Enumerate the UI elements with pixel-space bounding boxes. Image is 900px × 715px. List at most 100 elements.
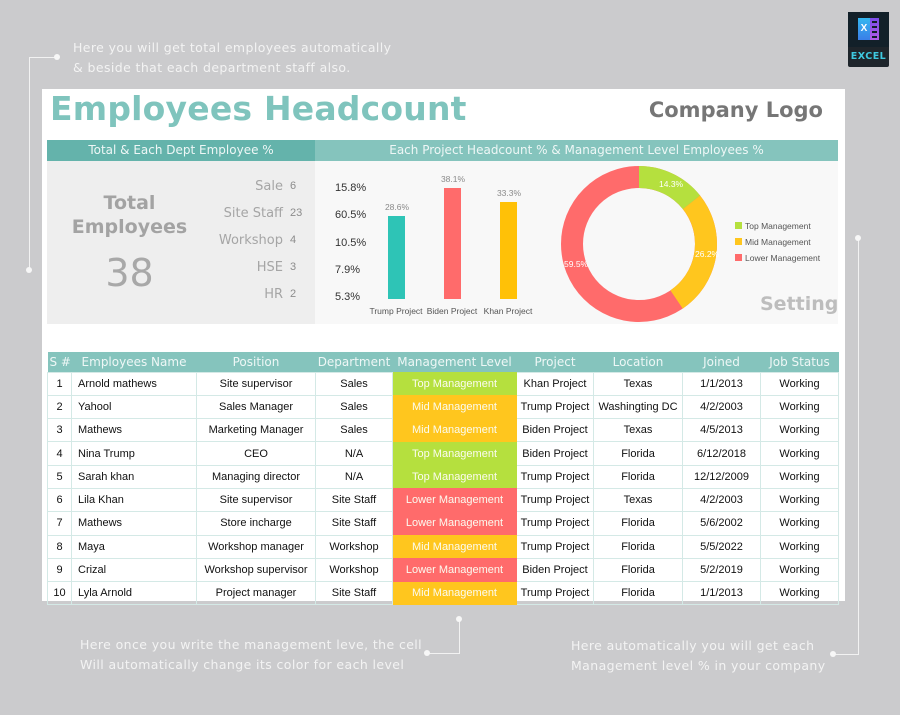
cell-name[interactable]: Crizal: [71, 557, 197, 583]
cell-location[interactable]: Florida: [593, 534, 683, 559]
cell-sn[interactable]: 3: [47, 418, 72, 443]
cell-sn[interactable]: 6: [47, 487, 72, 513]
cell-position[interactable]: Project manager: [196, 581, 316, 606]
cell-name[interactable]: Maya: [71, 534, 197, 559]
cell-job-status[interactable]: Working: [760, 534, 839, 559]
cell-name[interactable]: Yahool: [71, 394, 197, 420]
cell-job-status[interactable]: Working: [760, 464, 839, 489]
cell-position[interactable]: Workshop manager: [196, 534, 316, 559]
cell-position[interactable]: Workshop supervisor: [196, 557, 316, 583]
cell-management-level[interactable]: Mid Management: [392, 418, 517, 442]
cell-project[interactable]: Biden Project: [516, 557, 594, 583]
cell-management-level[interactable]: Mid Management: [392, 535, 517, 559]
setting-button[interactable]: Setting: [760, 293, 839, 315]
cell-department[interactable]: Workshop: [315, 557, 393, 583]
cell-sn[interactable]: 7: [47, 511, 72, 536]
col-header-location[interactable]: Location: [593, 352, 683, 372]
table-row[interactable]: 7 Mathews Store incharge Site Staff Lower Ma…: [47, 511, 839, 536]
cell-department[interactable]: N/A: [315, 441, 393, 466]
table-row[interactable]: 3 Mathews Marketing Manager Sales Mid Manage…: [47, 418, 839, 443]
cell-department[interactable]: Site Staff: [315, 511, 393, 536]
cell-department[interactable]: Site Staff: [315, 487, 393, 513]
cell-joined[interactable]: 5/6/2002: [682, 511, 761, 536]
cell-management-level[interactable]: Top Management: [392, 441, 517, 466]
cell-joined[interactable]: 1/1/2013: [682, 581, 761, 606]
cell-department[interactable]: Sales: [315, 418, 393, 443]
cell-job-status[interactable]: Working: [760, 511, 839, 536]
cell-sn[interactable]: 2: [47, 394, 72, 420]
col-header-management-level[interactable]: Management Level: [392, 352, 517, 372]
table-row[interactable]: 1 Arnold mathews Site supervisor Sales Top M…: [47, 371, 839, 396]
table-row[interactable]: 4 Nina Trump CEO N/A Top Management Biden Pro…: [47, 441, 839, 466]
cell-position[interactable]: Site supervisor: [196, 371, 316, 396]
cell-name[interactable]: Lila Khan: [71, 487, 197, 513]
cell-location[interactable]: Florida: [593, 581, 683, 606]
cell-department[interactable]: Site Staff: [315, 581, 393, 606]
cell-sn[interactable]: 9: [47, 557, 72, 583]
cell-position[interactable]: Marketing Manager: [196, 418, 316, 443]
cell-project[interactable]: Trump Project: [516, 511, 594, 536]
cell-location[interactable]: Texas: [593, 371, 683, 396]
col-header-project[interactable]: Project: [516, 352, 594, 372]
cell-project[interactable]: Trump Project: [516, 581, 594, 606]
cell-management-level[interactable]: Top Management: [392, 372, 517, 396]
cell-joined[interactable]: 12/12/2009: [682, 464, 761, 489]
cell-location[interactable]: Florida: [593, 441, 683, 466]
cell-name[interactable]: Mathews: [71, 418, 197, 443]
cell-location[interactable]: Texas: [593, 418, 683, 443]
cell-name[interactable]: Sarah khan: [71, 464, 197, 489]
cell-position[interactable]: Site supervisor: [196, 487, 316, 513]
cell-sn[interactable]: 4: [47, 441, 72, 466]
cell-project[interactable]: Trump Project: [516, 534, 594, 559]
cell-job-status[interactable]: Working: [760, 394, 839, 420]
col-header-department[interactable]: Department: [315, 352, 393, 372]
cell-location[interactable]: Texas: [593, 487, 683, 513]
cell-department[interactable]: Workshop: [315, 534, 393, 559]
cell-sn[interactable]: 10: [47, 581, 72, 606]
cell-name[interactable]: Lyla Arnold: [71, 581, 197, 606]
cell-management-level[interactable]: Mid Management: [392, 395, 517, 419]
table-row[interactable]: 2 Yahool Sales Manager Sales Mid Management T…: [47, 394, 839, 420]
cell-name[interactable]: Nina Trump: [71, 441, 197, 466]
bar-khan-project[interactable]: [500, 202, 517, 299]
cell-position[interactable]: Managing director: [196, 464, 316, 489]
cell-sn[interactable]: 8: [47, 534, 72, 559]
cell-job-status[interactable]: Working: [760, 487, 839, 513]
cell-joined[interactable]: 5/2/2019: [682, 557, 761, 583]
cell-location[interactable]: Florida: [593, 557, 683, 583]
cell-joined[interactable]: 6/12/2018: [682, 441, 761, 466]
cell-department[interactable]: N/A: [315, 464, 393, 489]
table-row[interactable]: 5 Sarah khan Managing director N/A Top Manag…: [47, 464, 839, 489]
cell-job-status[interactable]: Working: [760, 371, 839, 396]
col-header-name[interactable]: Employees Name: [71, 352, 197, 372]
cell-project[interactable]: Biden Project: [516, 441, 594, 466]
cell-joined[interactable]: 1/1/2013: [682, 371, 761, 396]
cell-job-status[interactable]: Working: [760, 441, 839, 466]
bar-biden-project[interactable]: [444, 188, 461, 299]
cell-location[interactable]: Washingting DC: [593, 394, 683, 420]
cell-project[interactable]: Biden Project: [516, 418, 594, 443]
cell-joined[interactable]: 5/5/2022: [682, 534, 761, 559]
col-header-job-status[interactable]: Job Status: [760, 352, 839, 372]
cell-joined[interactable]: 4/2/2003: [682, 394, 761, 420]
cell-job-status[interactable]: Working: [760, 557, 839, 583]
cell-location[interactable]: Florida: [593, 511, 683, 536]
cell-management-level[interactable]: Mid Management: [392, 581, 517, 605]
cell-sn[interactable]: 1: [47, 371, 72, 396]
table-row[interactable]: 9 Crizal Workshop supervisor Workshop Lower …: [47, 557, 839, 583]
cell-management-level[interactable]: Top Management: [392, 465, 517, 489]
cell-position[interactable]: Store incharge: [196, 511, 316, 536]
cell-joined[interactable]: 4/5/2013: [682, 418, 761, 443]
cell-management-level[interactable]: Lower Management: [392, 511, 517, 536]
cell-department[interactable]: Sales: [315, 371, 393, 396]
cell-job-status[interactable]: Working: [760, 418, 839, 443]
table-row[interactable]: 8 Maya Workshop manager Workshop Mid Managem…: [47, 534, 839, 559]
cell-management-level[interactable]: Lower Management: [392, 488, 517, 512]
col-header-position[interactable]: Position: [196, 352, 316, 372]
cell-job-status[interactable]: Working: [760, 581, 839, 606]
cell-project[interactable]: Trump Project: [516, 464, 594, 489]
cell-sn[interactable]: 5: [47, 464, 72, 489]
cell-project[interactable]: Trump Project: [516, 487, 594, 513]
cell-name[interactable]: Arnold mathews: [71, 371, 197, 396]
bar-trump-project[interactable]: [388, 216, 405, 299]
